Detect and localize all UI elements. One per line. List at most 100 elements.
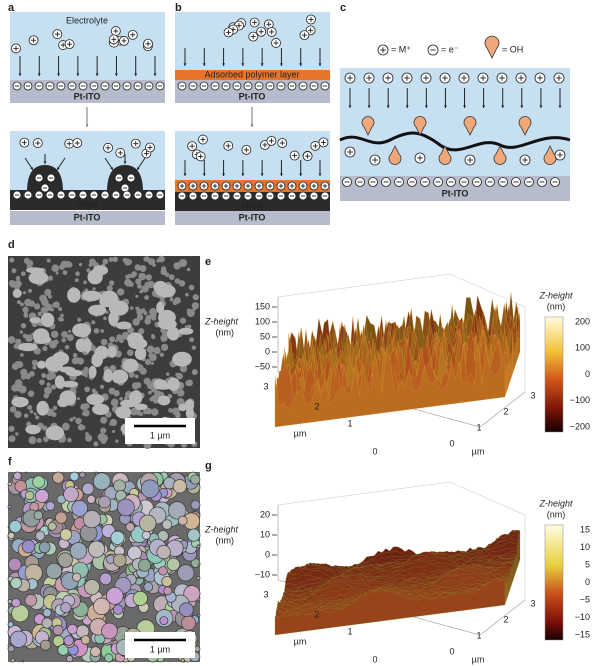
grain (9, 280, 17, 288)
grain (49, 340, 57, 349)
grain (98, 495, 111, 509)
grain (138, 328, 145, 335)
grain (197, 613, 201, 618)
panel-label: d (8, 239, 15, 251)
label: 15 (580, 524, 590, 534)
grain (38, 541, 51, 554)
grain (7, 621, 14, 628)
arrow-head (183, 63, 187, 66)
grain (29, 371, 35, 377)
island (129, 390, 143, 405)
grain (143, 256, 149, 262)
arrow-head (37, 73, 41, 76)
oh-legend (484, 35, 500, 59)
grain (151, 333, 155, 338)
grain (47, 275, 54, 281)
grain (117, 498, 135, 517)
grain (173, 262, 181, 270)
arrow-head (318, 173, 322, 176)
grain (26, 299, 33, 306)
grain (183, 585, 201, 603)
grain (35, 530, 46, 541)
label: (nm) (216, 327, 235, 337)
grain (113, 553, 127, 568)
arrow-head (241, 63, 245, 66)
island (107, 345, 117, 358)
grain (9, 406, 17, 413)
grain (92, 472, 111, 491)
arrow-head (222, 173, 226, 176)
label: 0 (265, 346, 270, 356)
grain (139, 265, 147, 272)
arrow-head (57, 167, 60, 170)
grain (75, 417, 82, 425)
grain (168, 501, 187, 520)
island (86, 393, 105, 405)
grain (144, 358, 152, 366)
grain (8, 435, 16, 443)
label: µm (294, 428, 307, 438)
island (59, 390, 77, 406)
grain (92, 287, 96, 291)
island (172, 351, 192, 367)
grain (93, 597, 111, 615)
arrow-head (424, 105, 428, 108)
grain (196, 544, 201, 549)
grain (114, 339, 119, 343)
grain (140, 479, 160, 499)
grain (102, 258, 109, 265)
grain (67, 262, 73, 268)
grain (39, 379, 45, 386)
grain (109, 422, 113, 426)
grain (169, 297, 174, 302)
grain (57, 306, 63, 312)
grain (192, 294, 199, 301)
grain (14, 410, 22, 419)
grain (71, 357, 79, 365)
grain (174, 278, 181, 284)
island (158, 309, 176, 326)
grain (145, 274, 152, 281)
polymer-layer (175, 70, 330, 80)
island (72, 323, 92, 338)
grain (51, 264, 60, 272)
label: = OH (502, 44, 523, 54)
grain (35, 488, 50, 503)
grain (11, 604, 30, 623)
grain (174, 297, 181, 304)
label: 10 (580, 542, 590, 552)
island (184, 399, 195, 412)
grain (161, 575, 173, 587)
grain (99, 384, 105, 389)
grain (42, 608, 52, 618)
grain (24, 594, 38, 607)
grain (198, 601, 201, 603)
label: 2 (314, 609, 319, 619)
grain (27, 405, 33, 410)
grain (125, 274, 130, 279)
grain (163, 586, 173, 596)
island (18, 342, 38, 352)
arrow-head (183, 173, 187, 176)
label: −10 (255, 569, 270, 579)
grain (7, 645, 15, 653)
label: 1 (347, 626, 352, 636)
grain (179, 602, 194, 617)
grain (112, 604, 124, 615)
grain (175, 412, 181, 419)
grain (7, 481, 12, 486)
island (156, 301, 165, 314)
grain (83, 280, 87, 285)
grain (144, 281, 150, 288)
grain (16, 300, 21, 305)
grain (179, 259, 187, 268)
island (92, 265, 109, 276)
label: 3 (530, 390, 535, 400)
oh-group (438, 145, 452, 165)
grain (184, 325, 188, 329)
grain (137, 283, 143, 289)
grain (124, 278, 132, 287)
grain (21, 539, 36, 554)
grain (100, 434, 108, 442)
grain (130, 306, 134, 310)
